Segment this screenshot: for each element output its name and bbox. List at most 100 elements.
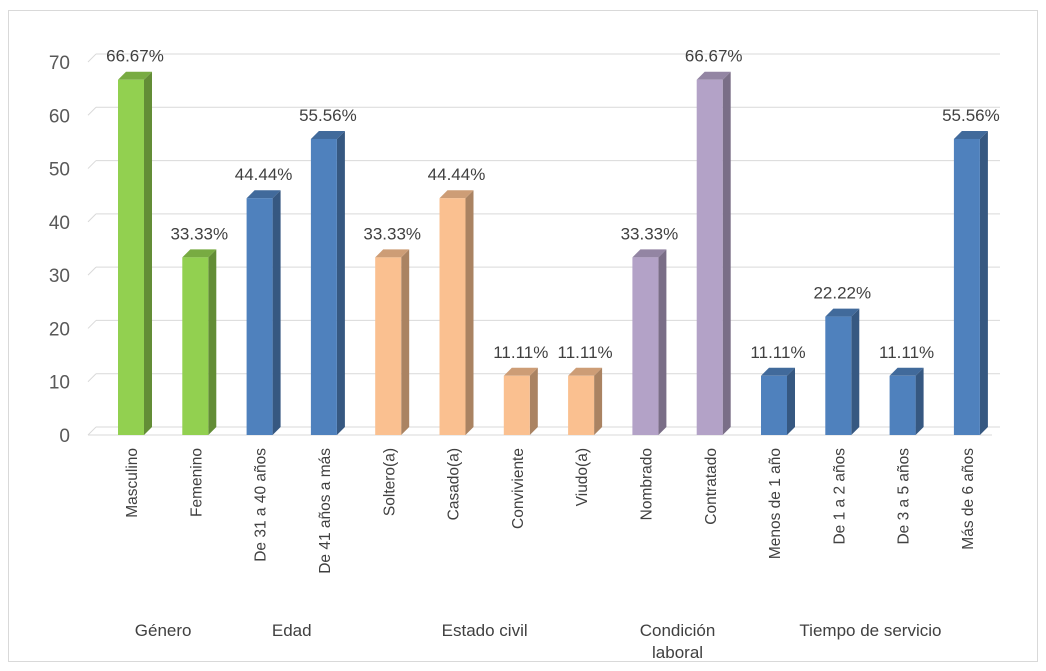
data-label: 33.33%	[621, 224, 679, 243]
bar-top	[889, 367, 924, 376]
category-label: Femenino	[188, 448, 205, 517]
bar-side	[401, 249, 410, 435]
bar-top	[439, 190, 474, 199]
bar	[375, 249, 410, 435]
bar-front	[953, 138, 980, 435]
bar	[632, 249, 667, 435]
data-label: 11.11%	[558, 343, 613, 362]
y-tick-label: 60	[49, 106, 70, 127]
bar-side	[787, 367, 795, 435]
bar	[439, 190, 474, 435]
bar	[568, 367, 603, 435]
y-tick-label: 20	[49, 319, 70, 340]
category-label: De 41 años a más	[317, 448, 334, 574]
x-axis-categories: Masculino Femenino De 31 a 40 años De 41 añ…	[124, 448, 977, 574]
bar	[825, 308, 860, 435]
bar-top	[118, 71, 152, 80]
bar-top	[182, 249, 217, 258]
bar-side	[722, 71, 731, 435]
bar-front	[375, 257, 402, 435]
category-label: Masculino	[124, 448, 141, 518]
bar-front	[182, 257, 209, 435]
chart-frame	[8, 10, 1038, 662]
bar-top	[696, 71, 731, 80]
data-label: 44.44%	[235, 165, 293, 184]
category-label: Menos de 1 año	[767, 448, 784, 559]
group-label: Edad	[272, 621, 312, 640]
bar	[118, 71, 152, 435]
gridline-edge	[87, 426, 97, 436]
bar-front	[825, 316, 852, 435]
data-labels: 66.67% 33.33% 44.44% 55.56% 33.33% 44.44% 11.1…	[106, 47, 1000, 362]
bar-top	[761, 367, 795, 376]
data-label: 11.11%	[493, 343, 548, 362]
category-label: Contratado	[703, 448, 720, 525]
category-label: De 1 a 2 años	[831, 448, 848, 545]
bar-top	[568, 367, 603, 376]
bar-front	[118, 79, 144, 435]
bar-side	[208, 249, 217, 435]
data-label: 66.67%	[685, 47, 743, 66]
bar-front	[568, 375, 595, 435]
bar	[761, 367, 795, 435]
bar-front	[503, 375, 530, 435]
bar-top	[246, 190, 281, 199]
data-label: 44.44%	[428, 165, 486, 184]
data-label: 55.56%	[942, 106, 1000, 125]
category-label: Nombrado	[638, 448, 655, 520]
bar	[953, 130, 988, 435]
gridline-edge	[87, 266, 97, 276]
bar-side	[915, 367, 924, 435]
bar-side	[658, 249, 667, 435]
category-groups: Género Edad Estado civil Condición laboral Ti…	[135, 621, 942, 662]
y-tick-label: 0	[59, 426, 70, 447]
bar-side	[272, 190, 281, 435]
group-label: Condición laboral	[640, 621, 716, 662]
gridline-edge	[87, 373, 97, 383]
bar-front	[889, 375, 916, 435]
data-label: 11.11%	[750, 343, 805, 362]
bar	[310, 130, 345, 435]
bar-side	[336, 130, 345, 435]
bar-front	[246, 198, 273, 435]
gridline-edge	[87, 106, 97, 116]
bar-side	[144, 71, 152, 435]
gridline-edge	[87, 53, 97, 63]
gridline-edge	[87, 160, 97, 169]
data-label: 55.56%	[299, 106, 357, 125]
data-label: 66.67%	[106, 47, 164, 66]
bar	[503, 367, 538, 435]
data-label: 33.33%	[170, 224, 228, 243]
bars	[118, 71, 988, 435]
y-tick-label: 70	[49, 53, 70, 74]
group-label: Tiempo de servicio	[799, 621, 941, 640]
bar-side	[979, 130, 988, 435]
category-label: Más de 6 años	[960, 448, 977, 550]
bar-front	[632, 257, 659, 435]
bar-side	[851, 308, 860, 435]
category-label: De 31 a 40 años	[253, 448, 270, 562]
category-label: Casado(a)	[446, 448, 463, 520]
bar-top	[503, 367, 538, 376]
bar-front	[761, 375, 787, 435]
bar-top	[953, 130, 988, 139]
y-tick-label: 10	[49, 373, 70, 394]
y-tick-label: 40	[49, 213, 70, 234]
y-axis: 0 10 20 30 40 50 60 70	[49, 53, 70, 447]
category-label: Conviviente	[510, 448, 527, 529]
bar-top	[825, 308, 860, 317]
bar-side	[594, 367, 603, 435]
category-label: Viudo(a)	[574, 448, 591, 506]
bar-top	[310, 130, 345, 139]
bar-top	[375, 249, 410, 258]
data-label: 11.11%	[879, 343, 934, 362]
bar	[246, 190, 281, 435]
data-label: 33.33%	[363, 224, 421, 243]
bar-front	[439, 198, 466, 435]
y-tick-label: 30	[49, 266, 70, 287]
bar-side	[465, 190, 474, 435]
y-tick-label: 50	[49, 160, 70, 181]
gridline-edge	[87, 213, 97, 223]
bar	[182, 249, 217, 435]
